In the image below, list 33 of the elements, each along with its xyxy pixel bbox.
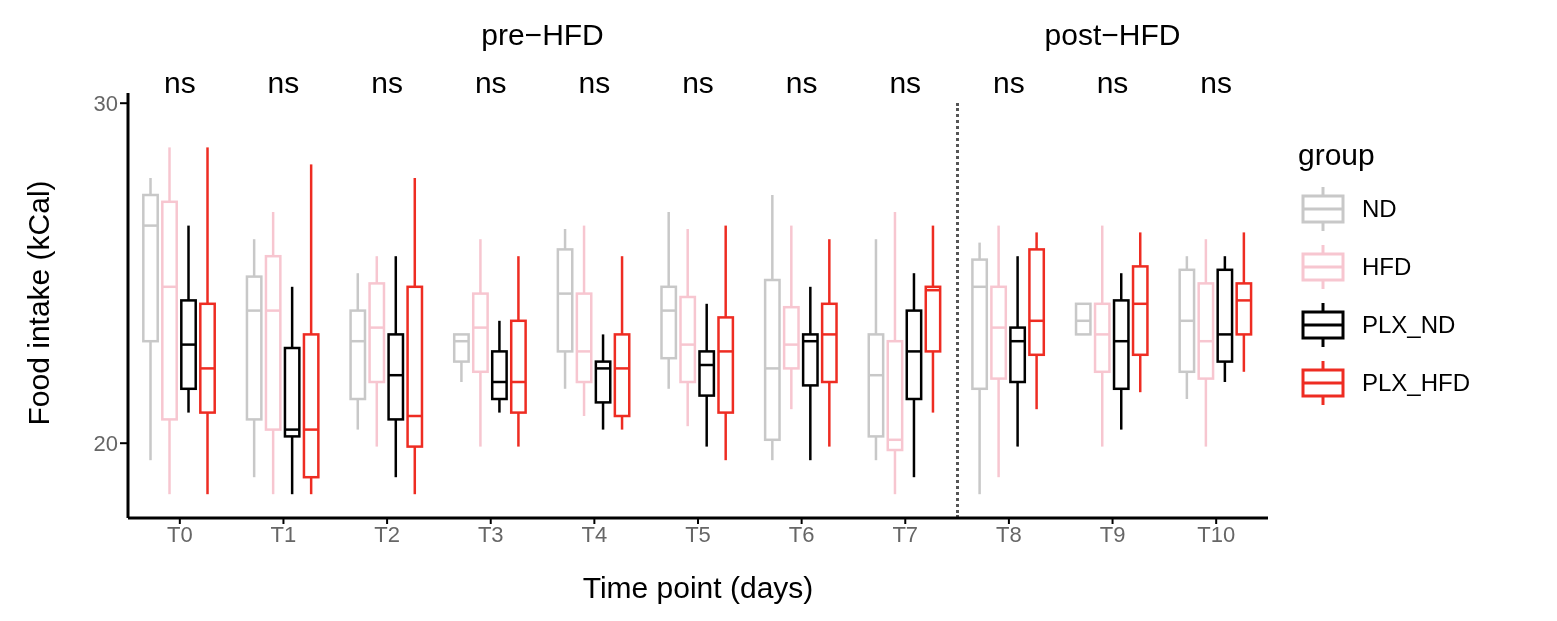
legend-label: ND: [1362, 195, 1397, 223]
annotation: ns: [784, 66, 819, 100]
text: post−HFD: [1043, 18, 1182, 52]
x-tick-label: T7: [892, 521, 919, 547]
annotation: ns: [992, 66, 1026, 100]
x-tick-label: T8: [996, 521, 1022, 547]
legend-label: HFD: [1362, 253, 1412, 281]
x-tick-label: T4: [581, 521, 608, 547]
annotation: ns: [162, 66, 197, 100]
y-axis-title: Food intake (kCal): [21, 180, 55, 426]
x-axis-title: Time point (days): [582, 571, 814, 604]
annotation: ns: [1199, 66, 1233, 100]
x-tick-label: T9: [1099, 521, 1126, 547]
x-tick-label: T6: [788, 521, 815, 547]
legend-title: group: [1298, 138, 1376, 172]
annotation: ns: [473, 66, 508, 100]
text: pre−HFD: [480, 18, 605, 52]
annotation: ns: [681, 66, 715, 100]
x-tick-label: T3: [477, 521, 504, 547]
annotation: ns: [266, 66, 301, 100]
y-tick-label: 30: [93, 91, 118, 117]
legend-label: PLX_ND: [1362, 311, 1456, 339]
x-tick-label: T0: [166, 521, 193, 547]
y-tick-label: 20: [93, 431, 118, 457]
annotation: ns: [1095, 66, 1130, 100]
x-tick-label: T2: [374, 521, 400, 547]
annotation: ns: [577, 66, 612, 100]
x-tick-label: T5: [685, 521, 711, 547]
x-tick-label: T1: [270, 521, 297, 547]
annotation: ns: [370, 66, 404, 100]
annotation: ns: [888, 66, 923, 100]
legend-label: PLX_HFD: [1362, 369, 1471, 397]
x-tick-label: T10: [1197, 521, 1236, 547]
